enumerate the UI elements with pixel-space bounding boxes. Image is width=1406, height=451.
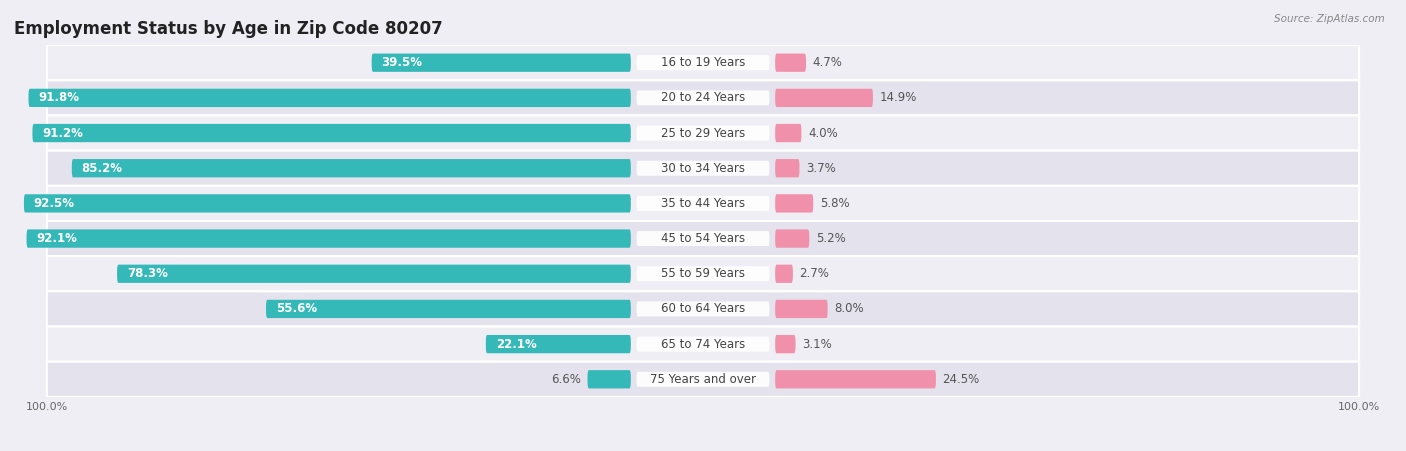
FancyBboxPatch shape [637, 266, 769, 281]
FancyBboxPatch shape [637, 90, 769, 106]
Text: 4.7%: 4.7% [813, 56, 842, 69]
Text: 14.9%: 14.9% [880, 92, 917, 104]
Text: 60 to 64 Years: 60 to 64 Years [661, 303, 745, 315]
Text: Employment Status by Age in Zip Code 80207: Employment Status by Age in Zip Code 802… [14, 20, 443, 38]
Text: 22.1%: 22.1% [496, 338, 537, 350]
FancyBboxPatch shape [775, 194, 813, 212]
Text: 65 to 74 Years: 65 to 74 Years [661, 338, 745, 350]
FancyBboxPatch shape [637, 336, 769, 352]
Text: 4.0%: 4.0% [808, 127, 838, 139]
FancyBboxPatch shape [775, 159, 800, 177]
Text: Source: ZipAtlas.com: Source: ZipAtlas.com [1274, 14, 1385, 23]
FancyBboxPatch shape [775, 265, 793, 283]
Text: 16 to 19 Years: 16 to 19 Years [661, 56, 745, 69]
Text: 55 to 59 Years: 55 to 59 Years [661, 267, 745, 280]
FancyBboxPatch shape [775, 54, 806, 72]
FancyBboxPatch shape [486, 335, 631, 353]
Text: 5.8%: 5.8% [820, 197, 849, 210]
Text: 35 to 44 Years: 35 to 44 Years [661, 197, 745, 210]
FancyBboxPatch shape [637, 125, 769, 141]
FancyBboxPatch shape [27, 230, 631, 248]
Text: 91.8%: 91.8% [38, 92, 79, 104]
Text: 5.2%: 5.2% [815, 232, 845, 245]
FancyBboxPatch shape [46, 115, 1360, 151]
Text: 3.1%: 3.1% [801, 338, 832, 350]
Text: 20 to 24 Years: 20 to 24 Years [661, 92, 745, 104]
FancyBboxPatch shape [46, 151, 1360, 186]
Text: 85.2%: 85.2% [82, 162, 122, 175]
FancyBboxPatch shape [637, 161, 769, 176]
FancyBboxPatch shape [775, 89, 873, 107]
FancyBboxPatch shape [46, 362, 1360, 397]
FancyBboxPatch shape [637, 301, 769, 317]
FancyBboxPatch shape [637, 231, 769, 246]
Text: 6.6%: 6.6% [551, 373, 581, 386]
FancyBboxPatch shape [28, 89, 631, 107]
Text: 75 Years and over: 75 Years and over [650, 373, 756, 386]
Text: 25 to 29 Years: 25 to 29 Years [661, 127, 745, 139]
Text: 24.5%: 24.5% [942, 373, 980, 386]
Text: 78.3%: 78.3% [127, 267, 167, 280]
Text: 8.0%: 8.0% [834, 303, 863, 315]
FancyBboxPatch shape [46, 186, 1360, 221]
FancyBboxPatch shape [775, 370, 936, 388]
FancyBboxPatch shape [637, 372, 769, 387]
FancyBboxPatch shape [117, 265, 631, 283]
FancyBboxPatch shape [637, 55, 769, 70]
Text: 92.5%: 92.5% [34, 197, 75, 210]
FancyBboxPatch shape [24, 194, 631, 212]
Text: 91.2%: 91.2% [42, 127, 83, 139]
Text: 30 to 34 Years: 30 to 34 Years [661, 162, 745, 175]
Text: 45 to 54 Years: 45 to 54 Years [661, 232, 745, 245]
Text: 55.6%: 55.6% [276, 303, 316, 315]
Text: 2.7%: 2.7% [800, 267, 830, 280]
Text: 39.5%: 39.5% [381, 56, 422, 69]
FancyBboxPatch shape [46, 221, 1360, 256]
FancyBboxPatch shape [775, 230, 810, 248]
FancyBboxPatch shape [46, 327, 1360, 362]
FancyBboxPatch shape [46, 291, 1360, 327]
FancyBboxPatch shape [46, 80, 1360, 115]
FancyBboxPatch shape [46, 45, 1360, 80]
FancyBboxPatch shape [32, 124, 631, 142]
FancyBboxPatch shape [266, 300, 631, 318]
FancyBboxPatch shape [637, 196, 769, 211]
FancyBboxPatch shape [775, 124, 801, 142]
FancyBboxPatch shape [72, 159, 631, 177]
Text: 92.1%: 92.1% [37, 232, 77, 245]
FancyBboxPatch shape [371, 54, 631, 72]
FancyBboxPatch shape [775, 335, 796, 353]
FancyBboxPatch shape [588, 370, 631, 388]
Text: 3.7%: 3.7% [806, 162, 835, 175]
FancyBboxPatch shape [775, 300, 828, 318]
FancyBboxPatch shape [46, 256, 1360, 291]
